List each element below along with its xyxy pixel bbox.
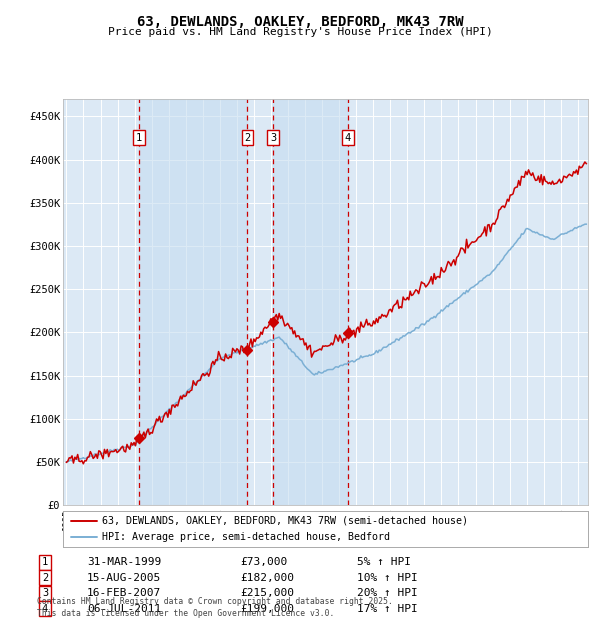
Text: 16-FEB-2007: 16-FEB-2007 bbox=[87, 588, 161, 598]
Text: 2: 2 bbox=[244, 133, 251, 143]
Text: 5% ↑ HPI: 5% ↑ HPI bbox=[357, 557, 411, 567]
Text: 31-MAR-1999: 31-MAR-1999 bbox=[87, 557, 161, 567]
Text: £215,000: £215,000 bbox=[240, 588, 294, 598]
Text: 1: 1 bbox=[42, 557, 48, 567]
Text: 3: 3 bbox=[270, 133, 276, 143]
Bar bbox=[139, 99, 247, 505]
Text: HPI: Average price, semi-detached house, Bedford: HPI: Average price, semi-detached house,… bbox=[103, 532, 391, 542]
Text: £73,000: £73,000 bbox=[240, 557, 287, 567]
Text: 1: 1 bbox=[136, 133, 142, 143]
Text: 06-JUL-2011: 06-JUL-2011 bbox=[87, 604, 161, 614]
Text: 63, DEWLANDS, OAKLEY, BEDFORD, MK43 7RW (semi-detached house): 63, DEWLANDS, OAKLEY, BEDFORD, MK43 7RW … bbox=[103, 516, 469, 526]
Text: 2: 2 bbox=[42, 573, 48, 583]
Text: Contains HM Land Registry data © Crown copyright and database right 2025.
This d: Contains HM Land Registry data © Crown c… bbox=[37, 597, 393, 618]
Text: Price paid vs. HM Land Registry's House Price Index (HPI): Price paid vs. HM Land Registry's House … bbox=[107, 27, 493, 37]
Text: 15-AUG-2005: 15-AUG-2005 bbox=[87, 573, 161, 583]
Bar bbox=[273, 99, 348, 505]
Text: 20% ↑ HPI: 20% ↑ HPI bbox=[357, 588, 418, 598]
Text: 4: 4 bbox=[345, 133, 351, 143]
Text: 63, DEWLANDS, OAKLEY, BEDFORD, MK43 7RW: 63, DEWLANDS, OAKLEY, BEDFORD, MK43 7RW bbox=[137, 16, 463, 30]
Text: 10% ↑ HPI: 10% ↑ HPI bbox=[357, 573, 418, 583]
Text: 17% ↑ HPI: 17% ↑ HPI bbox=[357, 604, 418, 614]
Text: £182,000: £182,000 bbox=[240, 573, 294, 583]
Text: 3: 3 bbox=[42, 588, 48, 598]
Text: £199,000: £199,000 bbox=[240, 604, 294, 614]
Text: 4: 4 bbox=[42, 604, 48, 614]
